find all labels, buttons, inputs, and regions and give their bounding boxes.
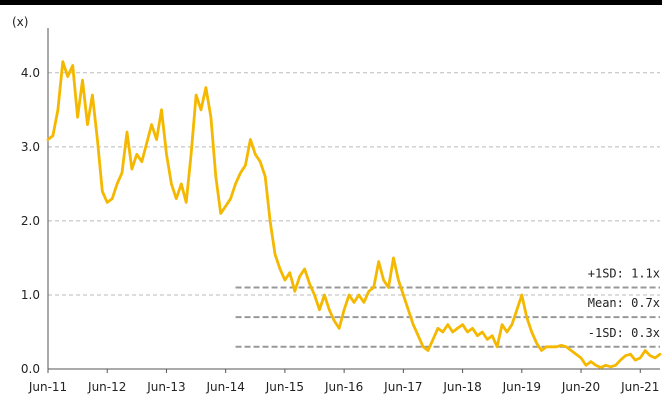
reference-label: Mean: 0.7x [588,296,660,310]
reference-label: -1SD: 0.3x [588,326,660,340]
gridlines [48,72,660,370]
y-tick-label: 0.0 [21,362,40,376]
top-rule [0,0,662,5]
y-tick-label: 1.0 [21,288,40,302]
x-tick-label: Jun-20 [561,380,600,394]
x-tick-label: Jun-17 [383,380,422,394]
y-tick-label: 2.0 [21,214,40,228]
x-tick-label: Jun-18 [442,380,481,394]
x-tick-label: Jun-15 [265,380,304,394]
reference-labels: +1SD: 1.1x Mean: 0.7x -1SD: 0.3x [588,267,660,340]
x-tick-label: Jun-13 [146,380,185,394]
y-tick-label: 4.0 [21,66,40,80]
x-tick-label: Jun-14 [205,380,244,394]
x-tick-label: Jun-11 [28,380,67,394]
x-tick-label: Jun-21 [620,380,659,394]
y-tick-label: 3.0 [21,140,40,154]
x-tick-label: Jun-19 [502,380,541,394]
reference-lines [235,286,660,348]
y-unit-label: (x) [12,15,28,29]
y-axis: (x) 0.0 1.0 2.0 3.0 4.0 [12,15,49,376]
series-line [46,60,662,369]
x-tick-label: Jun-12 [87,380,126,394]
x-tick-label: Jun-16 [324,380,363,394]
x-axis: Jun-11 Jun-12 Jun-13 Jun-14 Jun-15 Jun-16 Jun-… [28,368,660,394]
series-group [46,60,662,369]
reference-label: +1SD: 1.1x [588,267,660,281]
